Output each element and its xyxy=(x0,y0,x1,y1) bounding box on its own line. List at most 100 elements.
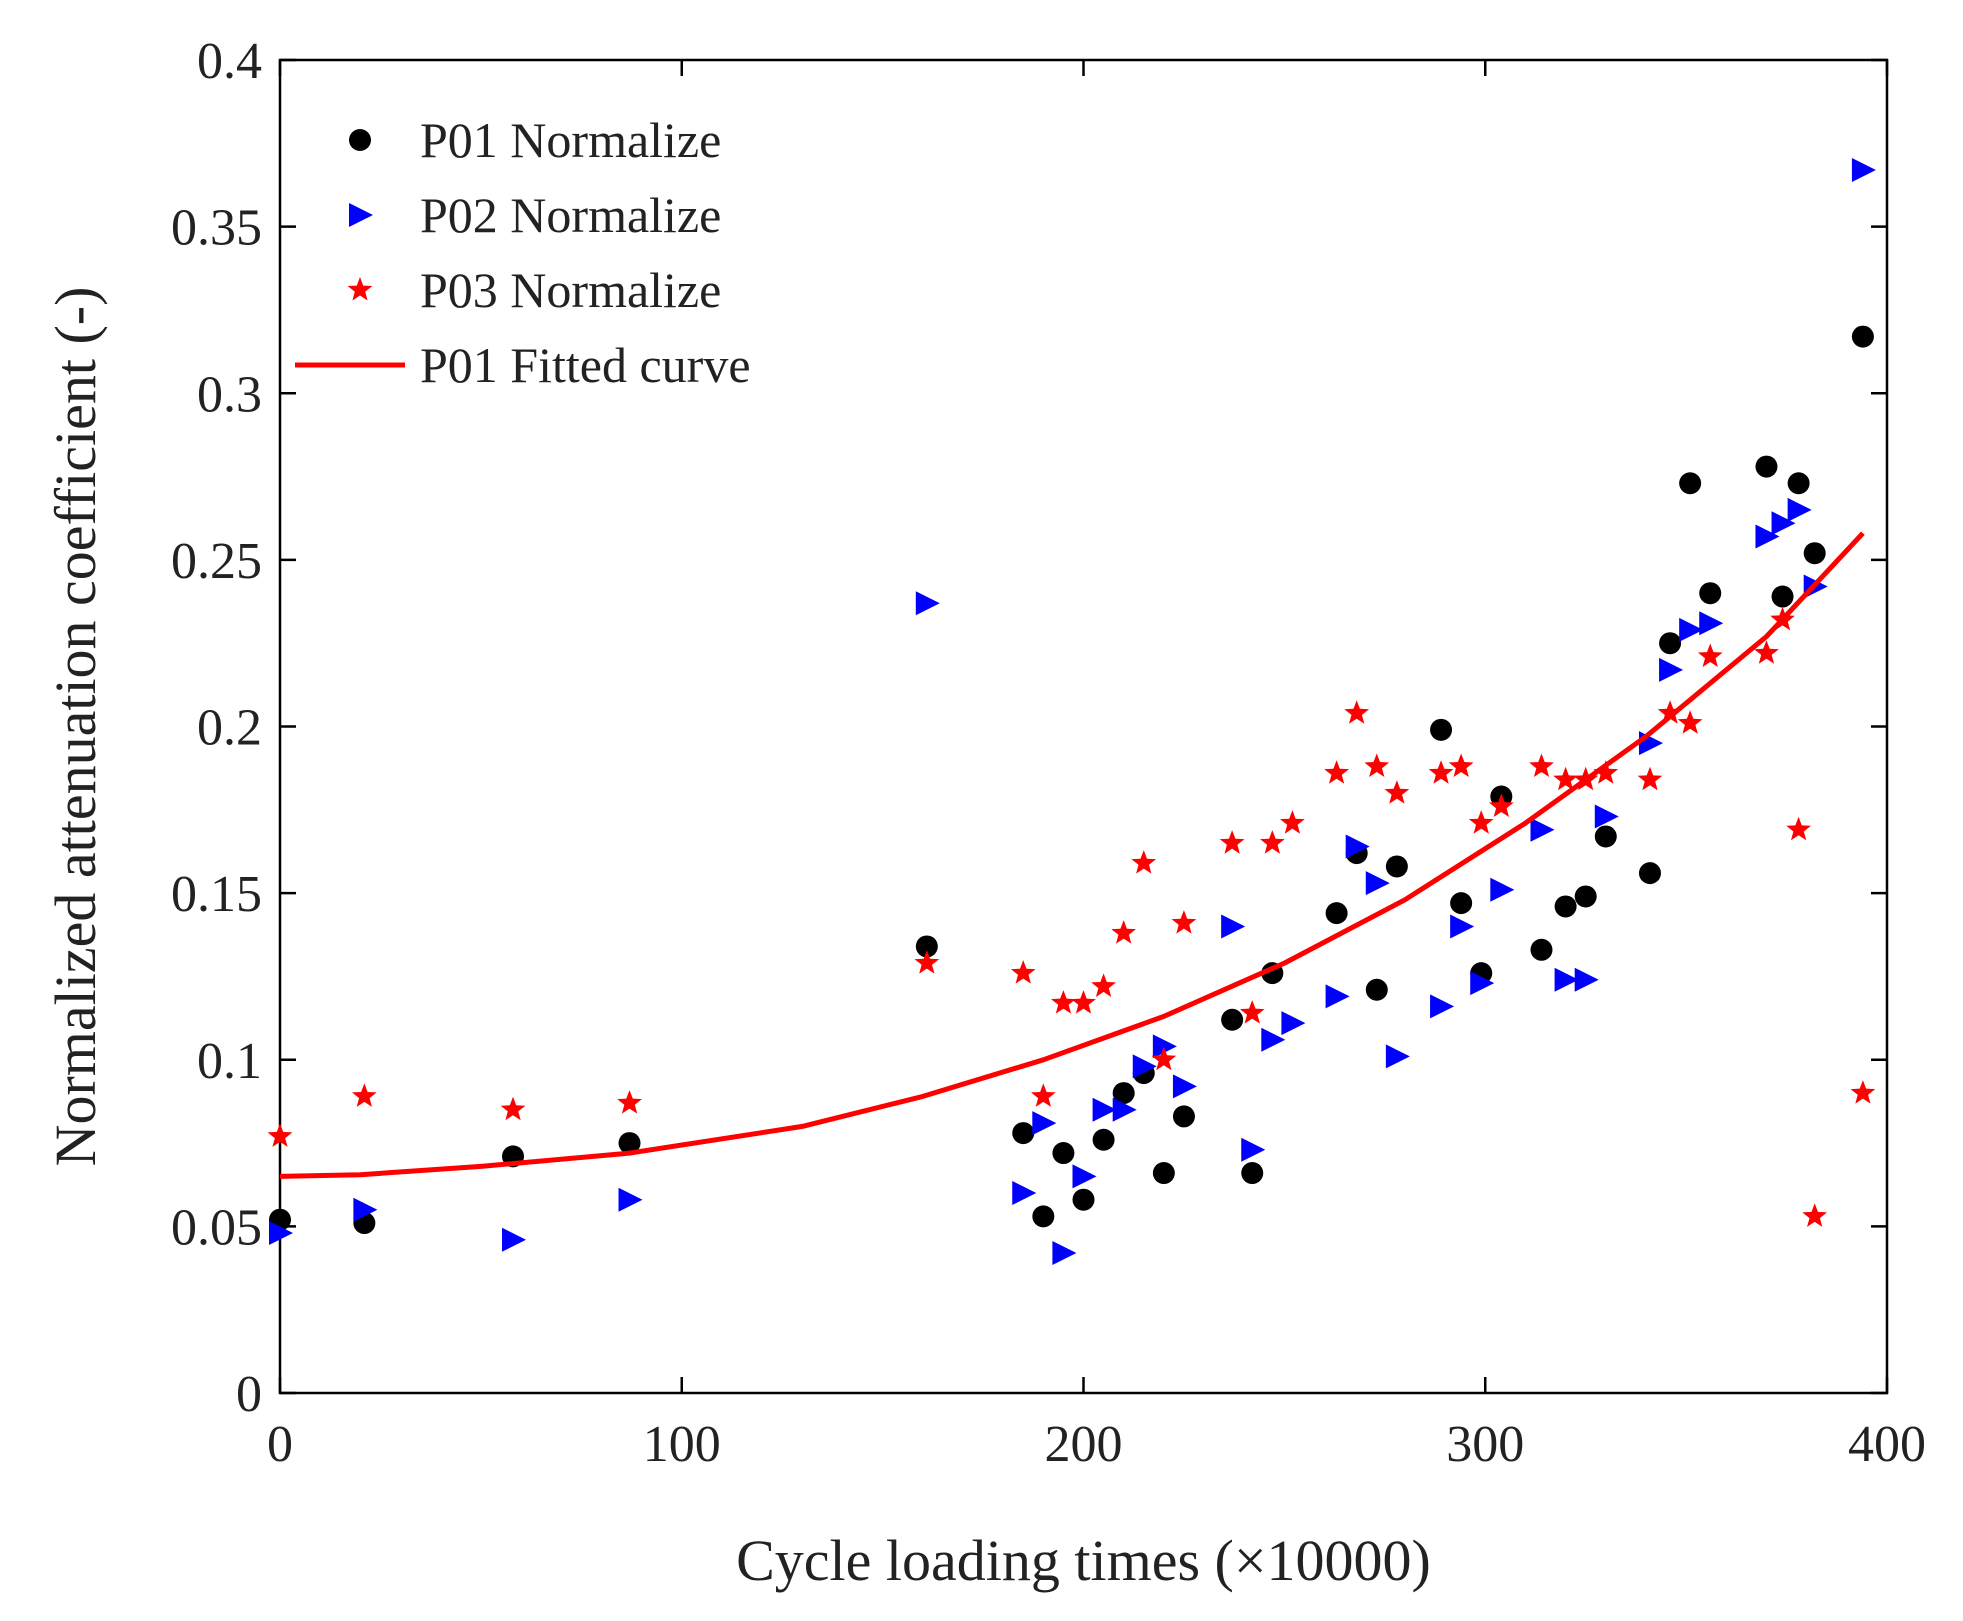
y-axis-ticks: 0 0.05 0.1 0.15 0.2 0.25 0.3 0.35 0.4 xyxy=(171,33,1887,1423)
data-point xyxy=(1072,1188,1095,1211)
data-point xyxy=(1052,1241,1077,1266)
y-tick-label: 0.2 xyxy=(197,700,262,757)
data-point xyxy=(1365,871,1390,896)
data-point xyxy=(1052,1142,1075,1165)
legend-item: P02 Normalize xyxy=(349,187,721,243)
data-point xyxy=(1851,325,1874,348)
y-tick-label: 0.15 xyxy=(171,866,262,923)
legend-label: P01 Fitted curve xyxy=(420,337,751,393)
data-point xyxy=(1261,1027,1286,1052)
data-point xyxy=(1012,1122,1035,1145)
data-point xyxy=(1553,766,1578,791)
data-point xyxy=(1574,885,1597,908)
legend-marker xyxy=(349,129,371,151)
data-point xyxy=(269,1221,293,1246)
data-point xyxy=(1151,1046,1177,1071)
data-point xyxy=(1554,895,1577,918)
data-point xyxy=(1010,960,1036,984)
data-point xyxy=(1280,810,1305,834)
data-point xyxy=(1470,971,1495,996)
data-point xyxy=(1448,753,1474,777)
data-point xyxy=(1364,753,1390,777)
data-point xyxy=(1490,877,1515,902)
data-point xyxy=(1699,582,1722,605)
data-point xyxy=(1803,542,1826,565)
y-tick-label: 0 xyxy=(236,1366,262,1423)
data-point xyxy=(1594,804,1619,829)
data-point xyxy=(1031,1083,1056,1107)
data-point xyxy=(1072,1164,1097,1189)
data-point xyxy=(1131,850,1157,874)
data-point xyxy=(1219,830,1245,854)
data-point xyxy=(1851,157,1876,182)
x-tick-label: 400 xyxy=(1848,1416,1926,1473)
x-axis-label: Cycle loading times (×10000) xyxy=(736,1528,1431,1593)
y-axis-label: Normalized attenuation coefficient (-) xyxy=(43,287,108,1167)
axes: 0 100 200 300 400 0 0.05 0.1 0.15 0.2 0.25 0.3 0.35… xyxy=(171,33,1926,1473)
data-point xyxy=(1430,994,1455,1019)
data-point xyxy=(1638,862,1661,885)
data-point xyxy=(1787,472,1810,495)
data-point xyxy=(1489,793,1514,817)
data-point xyxy=(1345,834,1370,859)
data-point xyxy=(1468,810,1494,834)
data-point xyxy=(1325,984,1350,1009)
data-point xyxy=(1530,817,1555,842)
data-point xyxy=(1239,1000,1265,1024)
data-point xyxy=(352,1083,377,1107)
data-point xyxy=(1593,760,1619,784)
data-point xyxy=(1384,780,1410,804)
data-point xyxy=(1281,1011,1306,1036)
data-point xyxy=(1659,632,1682,655)
data-point xyxy=(1241,1162,1264,1185)
x-axis-ticks: 0 100 200 300 400 xyxy=(267,60,1926,1473)
legend-marker xyxy=(349,203,373,227)
data-point xyxy=(1092,1097,1117,1122)
data-point xyxy=(1152,1162,1175,1185)
data-point xyxy=(1802,1203,1827,1227)
data-point xyxy=(1091,973,1116,997)
data-point xyxy=(1450,892,1473,915)
legend-marker xyxy=(347,277,373,301)
legend-item: P03 Normalize xyxy=(347,262,721,318)
data-point xyxy=(1260,830,1285,854)
x-tick-label: 200 xyxy=(1045,1416,1123,1473)
data-point xyxy=(1012,1181,1037,1206)
data-point xyxy=(1385,855,1408,878)
data-point xyxy=(1530,938,1553,961)
data-point xyxy=(1771,585,1794,608)
data-point xyxy=(1325,902,1348,925)
data-point xyxy=(1594,825,1617,848)
legend-label: P03 Normalize xyxy=(420,262,721,318)
legend-label: P01 Normalize xyxy=(420,112,721,168)
data-point xyxy=(500,1096,526,1121)
data-point xyxy=(1754,640,1779,664)
data-point xyxy=(1324,760,1349,784)
data-point xyxy=(1699,611,1724,636)
data-point xyxy=(267,1123,293,1147)
fitted-curve-line xyxy=(279,531,1865,1179)
data-point xyxy=(617,1090,642,1114)
data-point xyxy=(1850,1080,1876,1104)
y-tick-label: 0.1 xyxy=(197,1033,262,1090)
data-point xyxy=(1152,1034,1177,1059)
legend-label: P02 Normalize xyxy=(420,187,721,243)
data-point xyxy=(618,1132,641,1155)
x-tick-label: 300 xyxy=(1446,1416,1524,1473)
data-point xyxy=(1657,700,1683,724)
data-point xyxy=(353,1197,378,1222)
x-tick-label: 100 xyxy=(643,1416,721,1473)
data-point xyxy=(1677,710,1703,734)
data-point xyxy=(1112,1097,1137,1122)
data-point xyxy=(1241,1137,1266,1162)
data-point xyxy=(1172,1105,1195,1128)
legend: P01 Normalize P02 Normalize P03 Normalize P… xyxy=(295,112,751,393)
data-point xyxy=(1171,910,1197,934)
y-tick-label: 0.35 xyxy=(171,200,262,257)
y-tick-label: 0.3 xyxy=(197,366,262,423)
data-point xyxy=(1450,914,1475,939)
data-point xyxy=(1365,978,1388,1001)
data-point xyxy=(1430,718,1453,741)
